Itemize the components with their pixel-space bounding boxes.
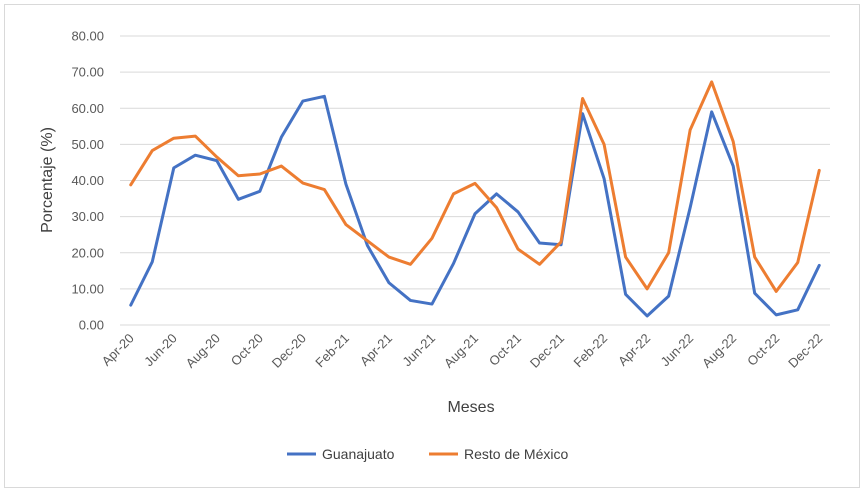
x-tick-label: Jun-21 — [399, 331, 438, 370]
x-tick-label: Feb-21 — [312, 331, 352, 371]
y-tick-label: 40.00 — [71, 173, 104, 188]
x-tick-label: Oct-21 — [486, 331, 524, 369]
x-tick-label: Oct-20 — [228, 331, 266, 369]
series-line-resto-de-mexico — [129, 80, 821, 293]
x-tick-label: Feb-22 — [570, 331, 610, 371]
x-tick-label: Jun-20 — [141, 331, 180, 370]
series-lines — [129, 80, 821, 318]
chart-frame — [4, 4, 860, 488]
y-axis-title: Porcentaje (%) — [39, 127, 56, 233]
x-tick-label: Aug-22 — [699, 331, 739, 371]
x-axis-title: Meses — [447, 399, 494, 416]
legend-label-guanajuato: Guanajuato — [322, 446, 395, 462]
y-tick-label: 20.00 — [71, 245, 104, 260]
x-tick-label: Apr-21 — [357, 331, 395, 369]
y-tick-label: 70.00 — [71, 65, 104, 80]
x-tick-label: Dec-22 — [785, 331, 825, 371]
y-tick-label: 30.00 — [71, 209, 104, 224]
x-tick-label: Dec-20 — [269, 331, 309, 371]
x-tick-labels: Apr-20 Jun-20 Aug-20 Oct-20 Dec-20 Feb-21 Apr-… — [99, 331, 826, 371]
legend-label-resto-de-mexico: Resto de México — [464, 446, 568, 462]
y-tick-label: 80.00 — [71, 29, 104, 44]
x-tick-label: Apr-20 — [99, 331, 137, 369]
x-tick-label: Aug-20 — [183, 331, 223, 371]
series-line-guanajuato — [129, 94, 821, 318]
y-tick-label: 60.00 — [71, 101, 104, 116]
x-tick-label: Jun-22 — [658, 331, 697, 370]
x-tick-label: Aug-21 — [441, 331, 481, 371]
gridlines — [120, 35, 830, 326]
x-tick-label: Oct-22 — [744, 331, 782, 369]
y-tick-label: 0.00 — [79, 318, 104, 333]
legend: Guanajuato Resto de México — [287, 446, 568, 462]
x-tick-label: Apr-22 — [615, 331, 653, 369]
y-tick-labels: 0.00 10.00 20.00 30.00 40.00 50.00 60.00 70.00 8… — [71, 29, 104, 333]
y-tick-label: 50.00 — [71, 137, 104, 152]
x-tick-label: Dec-21 — [527, 331, 567, 371]
y-tick-label: 10.00 — [71, 281, 104, 296]
